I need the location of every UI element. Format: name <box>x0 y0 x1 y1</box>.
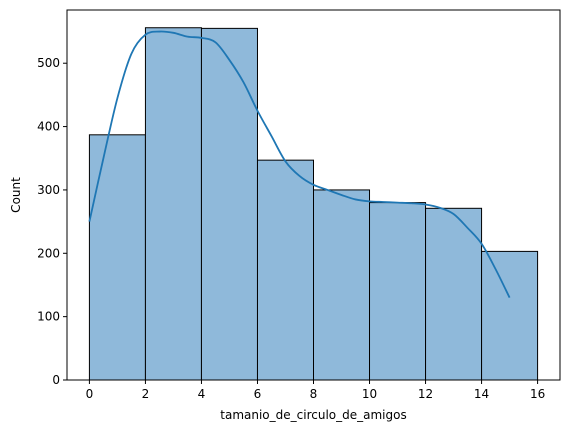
histogram-bar <box>256 159 314 381</box>
x-tick-label: 16 <box>530 387 545 401</box>
y-axis-label: Count <box>9 177 23 213</box>
histogram-bar <box>425 207 483 381</box>
x-tick-label: 14 <box>474 387 489 401</box>
x-tick-label: 12 <box>418 387 433 401</box>
y-axis-ticks: 0 100 200 300 400 500 <box>37 56 67 387</box>
y-tick-label: 500 <box>37 56 60 70</box>
histogram-bar <box>313 189 371 381</box>
histogram-bar <box>200 27 258 381</box>
x-tick-label: 6 <box>254 387 262 401</box>
histogram-bar <box>481 250 539 381</box>
kde-line <box>88 30 511 299</box>
y-tick-label: 100 <box>37 310 60 324</box>
y-tick-label: 0 <box>52 373 60 387</box>
y-tick-label: 400 <box>37 120 60 134</box>
y-tick-label: 300 <box>37 183 60 197</box>
x-tick-label: 2 <box>142 387 150 401</box>
x-tick-label: 10 <box>362 387 377 401</box>
x-axis-label: tamanio_de_circulo_de_amigos <box>220 408 406 422</box>
x-tick-label: 0 <box>86 387 94 401</box>
y-tick-label: 200 <box>37 246 60 260</box>
histogram-bar <box>144 27 202 381</box>
histogram-bar <box>88 134 146 381</box>
x-tick-label: 4 <box>198 387 206 401</box>
x-axis-ticks: 0 2 4 6 8 10 12 14 16 <box>86 380 545 401</box>
histogram-bars <box>88 27 539 381</box>
x-tick-label: 8 <box>310 387 318 401</box>
histogram-bar <box>369 202 427 381</box>
